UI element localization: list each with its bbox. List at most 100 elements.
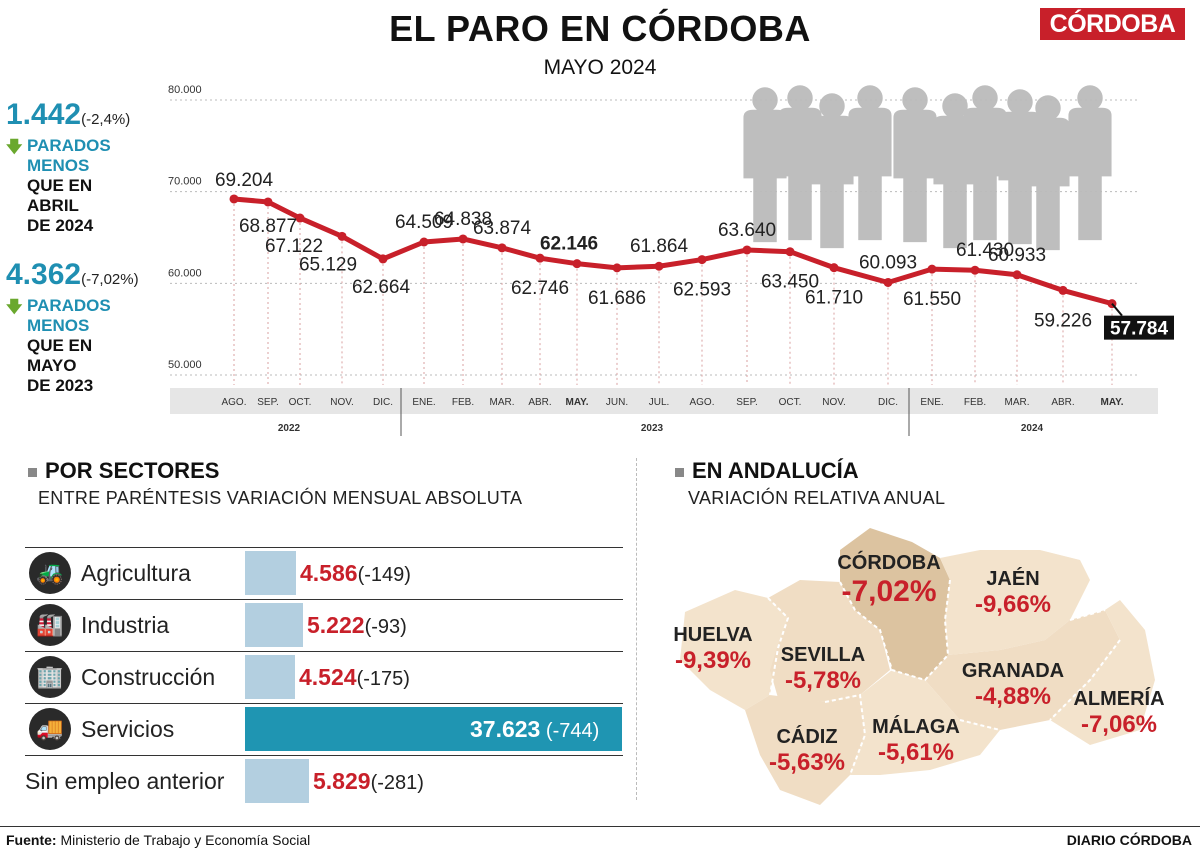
stat-line: MENOS [27, 316, 90, 335]
data-label: 62.664 [352, 277, 411, 298]
y-tick-label: 70.000 [168, 176, 202, 188]
source-text: Ministerio de Trabajo y Economía Social [60, 832, 311, 848]
province-almeria: ALMERÍA -7,06% [1062, 688, 1176, 739]
factory-icon: 🏭 [29, 604, 71, 646]
last-value-box [1104, 315, 1174, 340]
province-value: -5,78% [784, 667, 862, 694]
data-point [337, 231, 347, 241]
x-tick-label: NOV. [330, 397, 354, 408]
andalucia-subtitle: VARIACIÓN RELATIVA ANUAL [688, 488, 946, 508]
data-label: 62.746 [511, 278, 569, 299]
sector-divider [25, 651, 623, 652]
province-value: -7,06% [1080, 711, 1158, 738]
x-tick-label: JUN. [606, 397, 628, 408]
footer-divider [0, 826, 1200, 827]
sector-value-number: 5.829 [313, 768, 371, 794]
province-value: -9,66% [974, 591, 1052, 618]
map-granada [925, 610, 1120, 730]
x-tick-label: FEB. [452, 397, 474, 408]
series-line [231, 196, 1115, 307]
data-label: 61.550 [903, 289, 961, 310]
data-label: 62.593 [673, 280, 731, 301]
down-arrow-icon: 🡇 [6, 299, 23, 316]
stat-yearly-value: 4.362 [6, 258, 82, 291]
sector-value: 5.829(-281) [313, 768, 424, 795]
x-tick-label: DIC. [373, 397, 393, 408]
data-point [535, 253, 545, 263]
van-icon: 🚚 [29, 708, 71, 750]
sector-bar [245, 551, 296, 595]
province-jaen: JAÉN -9,66% [958, 568, 1068, 619]
stat-yearly: 4.362(-7,02%) [6, 258, 139, 292]
data-point [970, 265, 980, 275]
data-label: 57.784 [1110, 319, 1169, 340]
y-tick-label: 50.000 [168, 359, 202, 371]
data-label: 60.093 [859, 252, 917, 273]
province-name: CÁDIZ [776, 726, 838, 748]
year-label: 2023 [641, 423, 664, 434]
sector-bar [245, 759, 309, 803]
x-tick-label: MAR. [490, 397, 515, 408]
map-huelva [680, 590, 788, 710]
sector-value-diff: (-149) [357, 564, 411, 586]
data-label: 65.129 [299, 254, 357, 275]
map-almeria [1050, 600, 1155, 745]
sector-value-number: 4.586 [300, 560, 358, 586]
sector-value: 4.524(-175) [299, 664, 410, 691]
data-point [612, 263, 622, 273]
data-point [697, 255, 707, 265]
stat-line: ABRIL [27, 196, 79, 215]
sector-value-number: 37.623 [470, 716, 541, 742]
province-name: JAÉN [986, 568, 1040, 590]
data-point [458, 234, 468, 244]
data-label: 61.710 [805, 288, 863, 309]
sector-value-diff: (-93) [364, 616, 407, 638]
stat-monthly-value: 1.442 [6, 98, 82, 131]
data-label: 64.838 [434, 209, 492, 230]
x-tick-label: SEP. [736, 397, 758, 408]
sector-value-number: 5.222 [307, 612, 365, 638]
sector-divider [25, 599, 623, 600]
data-label: 64.509 [395, 212, 453, 233]
sector-value-diff: (-281) [370, 772, 424, 794]
stat-line: MAYO [27, 356, 77, 375]
province-value: -9,39% [674, 647, 752, 674]
data-point [378, 254, 388, 264]
sector-name: Servicios [81, 716, 175, 742]
footer-brand: DIARIO CÓRDOBA [1066, 832, 1192, 848]
stat-yearly-text: PARADOS MENOS QUE EN MAYO DE 2023 [27, 296, 111, 396]
province-name: GRANADA [961, 660, 1065, 682]
x-tick-label: MAR. [1005, 397, 1030, 408]
stat-line: PARADOS [27, 136, 111, 155]
data-point [829, 263, 839, 273]
data-point [572, 259, 582, 269]
data-label: 63.874 [473, 218, 532, 239]
province-name: ALMERÍA [1073, 688, 1165, 710]
sector-value-diff: (-744) [540, 720, 600, 742]
sector-bar [245, 707, 622, 751]
province-name: HUELVA [673, 624, 753, 646]
data-label: 68.877 [239, 216, 297, 237]
year-label: 2024 [1021, 423, 1044, 434]
x-tick-label: ABR. [1051, 397, 1074, 408]
data-point [1012, 270, 1022, 280]
stat-yearly-pct: (-7,02%) [81, 271, 139, 288]
unemployment-line-chart: 80.000 70.000 60.000 50.000 AGO. SEP. OCT. NOV.… [168, 84, 1174, 436]
province-sevilla: SEVILLA -5,78% [767, 644, 879, 695]
sectors-title: POR SECTORES [28, 458, 219, 484]
data-label: 67.122 [265, 236, 323, 257]
province-value: -7,02% [841, 575, 937, 608]
data-point [1058, 285, 1068, 295]
data-label: 63.640 [718, 220, 776, 241]
andalucia-map [680, 528, 1155, 805]
data-label: 61.430 [956, 240, 1014, 261]
stat-line: DE 2024 [27, 216, 94, 235]
sector-bar [245, 655, 295, 699]
x-tick-label: AGO. [221, 397, 246, 408]
x-tick-label: FEB. [964, 397, 986, 408]
stat-monthly: 1.442(-2,4%) [6, 98, 130, 132]
data-label: 60.933 [988, 245, 1046, 266]
x-tick-label: NOV. [822, 397, 846, 408]
map-cordoba [840, 528, 950, 680]
map-malaga [850, 670, 1000, 775]
